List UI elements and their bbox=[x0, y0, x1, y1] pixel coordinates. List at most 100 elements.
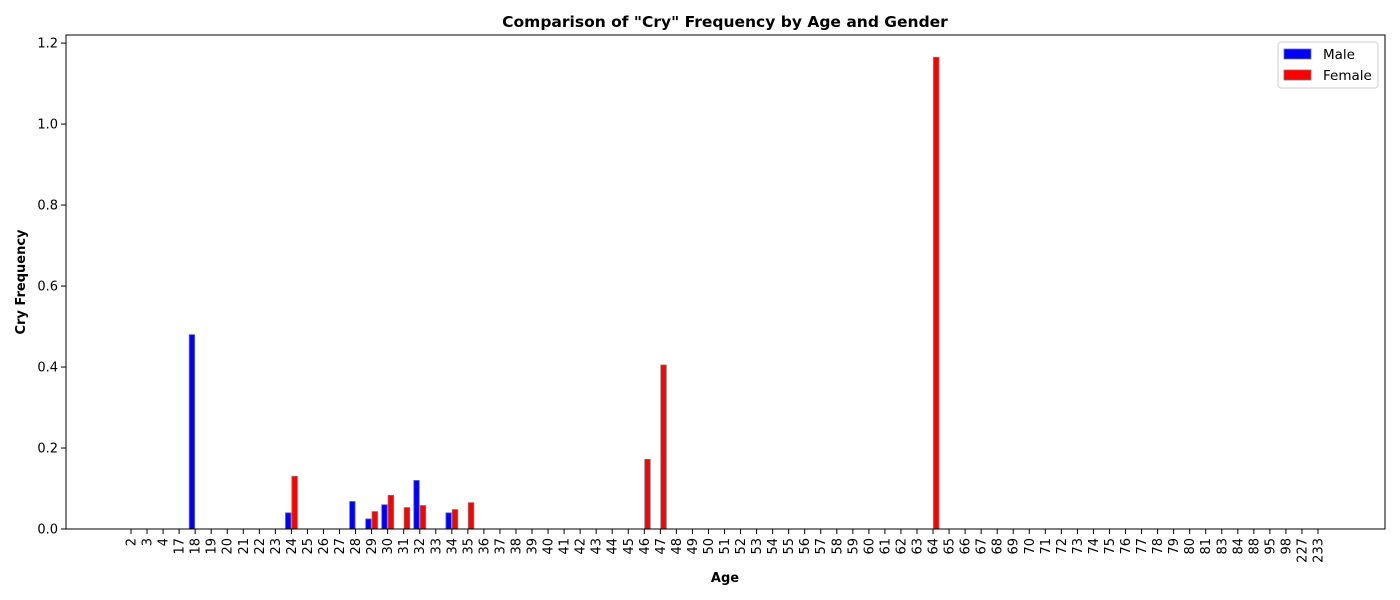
x-tick-label: 62 bbox=[894, 538, 909, 555]
x-tick-label: 227 bbox=[1295, 538, 1310, 563]
y-axis-label: Cry Frequency bbox=[14, 229, 29, 335]
x-tick-label: 71 bbox=[1039, 538, 1054, 555]
x-tick-label: 30 bbox=[381, 538, 396, 555]
x-tick-label: 28 bbox=[349, 538, 364, 555]
x-tick-label: 40 bbox=[542, 538, 557, 555]
female-bar-age-34 bbox=[451, 509, 459, 530]
x-tick-label: 83 bbox=[1215, 538, 1230, 555]
x-tick-label: 95 bbox=[1263, 538, 1278, 555]
x-tick-label: 34 bbox=[445, 538, 460, 555]
y-tick-label: 0.8 bbox=[37, 199, 58, 214]
x-tick-label: 18 bbox=[189, 538, 204, 555]
x-tick-label: 23 bbox=[269, 538, 284, 555]
y-axis: 0.0 0.2 0.4 0.6 0.8 1.0 1.2 bbox=[37, 37, 66, 538]
x-tick-label: 35 bbox=[461, 538, 476, 555]
x-tick-label: 44 bbox=[606, 538, 621, 555]
x-tick-label: 3 bbox=[141, 538, 156, 546]
x-tick-label: 29 bbox=[365, 538, 380, 555]
female-bar-age-46 bbox=[644, 458, 651, 530]
x-tick-label: 74 bbox=[1087, 538, 1102, 555]
female-bar-age-29 bbox=[371, 511, 378, 530]
female-bar-age-47 bbox=[660, 364, 667, 530]
x-tick-label: 63 bbox=[910, 538, 925, 555]
x-tick-label: 67 bbox=[975, 538, 990, 555]
x-tick-label: 37 bbox=[493, 538, 508, 555]
male-bar-age-28 bbox=[349, 501, 356, 530]
y-tick-label: 0.0 bbox=[37, 523, 58, 538]
legend[interactable]: Male Female bbox=[1277, 41, 1379, 89]
x-tick-label: 88 bbox=[1247, 538, 1262, 555]
x-tick-label: 33 bbox=[429, 538, 444, 555]
female-bar-age-31 bbox=[403, 507, 411, 530]
x-tick-label: 47 bbox=[654, 538, 669, 555]
x-tick-label: 57 bbox=[814, 538, 829, 555]
y-tick-label: 1.2 bbox=[37, 37, 58, 52]
x-tick-label: 98 bbox=[1279, 538, 1294, 555]
x-tick-label: 73 bbox=[1071, 538, 1086, 555]
y-tick-label: 1.0 bbox=[37, 118, 58, 133]
x-tick-label: 79 bbox=[1167, 538, 1182, 555]
plot-area bbox=[188, 56, 940, 530]
legend-label-female: Female bbox=[1323, 68, 1372, 84]
plot-frame bbox=[65, 34, 1386, 530]
x-tick-label: 2 bbox=[125, 538, 140, 546]
male-bar-age-29 bbox=[365, 518, 372, 530]
male-bar-age-32 bbox=[413, 480, 420, 530]
x-tick-label: 19 bbox=[205, 538, 220, 555]
female-bar-age-32 bbox=[419, 505, 427, 530]
legend-swatch-male bbox=[1283, 48, 1312, 60]
x-tick-label: 59 bbox=[846, 538, 861, 555]
female-bar-age-35 bbox=[467, 502, 475, 530]
x-tick-label: 80 bbox=[1183, 538, 1198, 555]
x-tick-label: 21 bbox=[237, 538, 252, 555]
x-tick-label: 38 bbox=[509, 538, 524, 555]
x-tick-label: 66 bbox=[959, 538, 974, 555]
x-tick-label: 41 bbox=[558, 538, 573, 555]
legend-swatch-female bbox=[1283, 69, 1312, 81]
x-tick-label: 56 bbox=[798, 538, 813, 555]
x-tick-label: 75 bbox=[1103, 538, 1118, 555]
male-bar-age-18 bbox=[188, 334, 196, 530]
x-tick-label: 55 bbox=[782, 538, 797, 555]
x-tick-label: 61 bbox=[878, 538, 893, 555]
x-axis-label: Age bbox=[711, 571, 739, 586]
x-tick-label: 17 bbox=[173, 538, 188, 555]
x-tick-label: 24 bbox=[285, 538, 300, 555]
x-tick-label: 81 bbox=[1199, 538, 1214, 555]
x-tick-label: 39 bbox=[526, 538, 541, 555]
x-tick-label: 69 bbox=[1007, 538, 1022, 555]
x-tick-label: 53 bbox=[750, 538, 765, 555]
x-tick-label: 50 bbox=[702, 538, 717, 555]
x-tick-label: 32 bbox=[413, 538, 428, 555]
x-tick-label: 27 bbox=[333, 538, 348, 555]
x-tick-label: 4 bbox=[157, 538, 172, 546]
x-tick-label: 72 bbox=[1055, 538, 1070, 555]
x-tick-label: 68 bbox=[991, 538, 1006, 555]
male-bar-age-34 bbox=[445, 512, 452, 530]
x-tick-label: 51 bbox=[718, 538, 733, 555]
x-tick-label: 31 bbox=[397, 538, 412, 555]
x-tick-label: 70 bbox=[1023, 538, 1038, 555]
legend-label-male: Male bbox=[1323, 47, 1355, 63]
x-tick-label: 46 bbox=[638, 538, 653, 555]
x-tick-label: 64 bbox=[927, 538, 942, 555]
x-tick-label: 58 bbox=[830, 538, 845, 555]
female-bar-age-64 bbox=[933, 56, 940, 530]
x-tick-label: 20 bbox=[221, 538, 236, 555]
male-bar-age-30 bbox=[381, 504, 388, 530]
x-tick-label: 76 bbox=[1119, 538, 1134, 555]
x-axis: 2 3 4 17 18 19 20 21 22 23 24 25 26 27 28 29 30 31 32 33 34 3… bbox=[125, 529, 1327, 563]
x-tick-label: 42 bbox=[574, 538, 589, 555]
x-tick-label: 48 bbox=[670, 538, 685, 555]
x-tick-label: 22 bbox=[253, 538, 268, 555]
male-bar-age-24 bbox=[285, 512, 292, 530]
x-tick-label: 25 bbox=[301, 538, 316, 555]
y-tick-label: 0.4 bbox=[37, 361, 58, 376]
y-tick-label: 0.2 bbox=[37, 442, 58, 457]
x-tick-label: 78 bbox=[1151, 538, 1166, 555]
female-bar-age-24 bbox=[291, 475, 298, 530]
y-tick-label: 0.6 bbox=[37, 280, 58, 295]
x-tick-label: 45 bbox=[622, 538, 637, 555]
x-tick-label: 60 bbox=[862, 538, 877, 555]
